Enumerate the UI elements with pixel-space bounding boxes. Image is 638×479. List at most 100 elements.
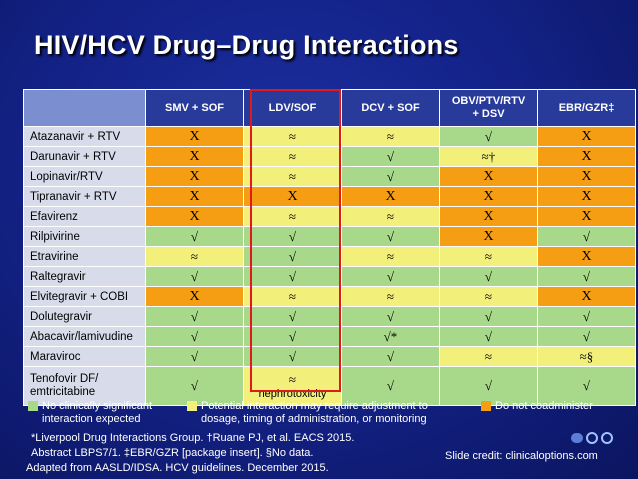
interaction-symbol: X	[581, 248, 592, 264]
footnote-line-1: *Liverpool Drug Interactions Group. †Rua…	[31, 432, 355, 444]
interaction-cell: X	[145, 186, 244, 207]
column-header: EBR/GZR‡	[537, 89, 636, 127]
interaction-symbol: X	[483, 168, 494, 184]
interaction-cell: ≈	[439, 346, 538, 367]
column-header: DCV + SOF	[341, 89, 440, 127]
interaction-cell: X	[439, 186, 538, 207]
interaction-cell: ≈	[243, 146, 342, 167]
interaction-symbol: X	[581, 188, 592, 204]
table-row: Atazanavir + RTV X ≈ ≈ √ X	[23, 126, 636, 147]
interaction-cell: ≈	[341, 286, 440, 307]
interaction-cell: √	[145, 366, 244, 406]
interaction-cell: ≈	[439, 246, 538, 267]
interaction-symbol: X	[483, 208, 494, 224]
slide-title: HIV/HCV Drug–Drug Interactions	[34, 30, 459, 60]
drug-name-cell: Elvitegravir + COBI	[23, 286, 146, 307]
interaction-symbol: ≈	[288, 168, 297, 184]
interaction-cell: X	[537, 286, 636, 307]
interaction-table: SMV + SOF LDV/SOF DCV + SOF OBV/PTV/RTV …	[23, 89, 636, 406]
interaction-symbol: √	[190, 328, 199, 344]
interaction-symbol: ≈	[484, 288, 493, 304]
interaction-symbol: √	[190, 228, 199, 244]
interaction-symbol: √	[190, 308, 199, 324]
drug-name-cell: Maraviroc	[23, 346, 146, 367]
interaction-symbol: √	[288, 328, 297, 344]
interaction-cell: √	[243, 266, 342, 287]
clinical-options-logo-icon	[571, 431, 613, 445]
interaction-cell: ≈	[341, 126, 440, 147]
interaction-cell: √*	[341, 326, 440, 347]
interaction-cell: X	[145, 146, 244, 167]
drug-name-cell: Darunavir + RTV	[23, 146, 146, 167]
interaction-symbol: X	[581, 148, 592, 164]
drug-name-cell: Etravirine	[23, 246, 146, 267]
interaction-symbol: √	[288, 268, 297, 284]
logo-pill-icon	[571, 433, 583, 443]
interaction-symbol: √	[386, 168, 395, 184]
legend-ok-label: No clinically significant interaction ex…	[42, 400, 153, 425]
interaction-symbol: X	[581, 208, 592, 224]
interaction-cell: ≈	[145, 246, 244, 267]
interaction-symbol: √	[582, 378, 591, 393]
interaction-cell: √	[341, 226, 440, 247]
legend-pot-label: Potential interaction may require adjust…	[201, 400, 428, 425]
drug-name-cell: Lopinavir/RTV	[23, 166, 146, 187]
table-row: Dolutegravir √ √ √ √ √	[23, 306, 636, 327]
interaction-symbol: ≈	[484, 348, 493, 364]
interaction-symbol: X	[385, 188, 396, 204]
interaction-cell: √	[145, 346, 244, 367]
interaction-symbol: √	[386, 148, 395, 164]
legend-swatch-pot	[187, 401, 197, 411]
interaction-cell: √	[537, 266, 636, 287]
interaction-symbol: √	[484, 128, 493, 144]
interaction-symbol: ≈	[190, 248, 199, 264]
interaction-symbol: √	[386, 268, 395, 284]
table-row: Elvitegravir + COBI X ≈ ≈ ≈ X	[23, 286, 636, 307]
table-row: Rilpivirine √ √ √ X √	[23, 226, 636, 247]
table-row: Efavirenz X ≈ ≈ X X	[23, 206, 636, 227]
interaction-symbol: X	[287, 188, 298, 204]
drug-name-cell: Dolutegravir	[23, 306, 146, 327]
legend-no-label: Do not coadminister	[495, 400, 593, 412]
table-row: Maraviroc √ √ √ ≈ ≈§	[23, 346, 636, 367]
drug-name-cell: Rilpivirine	[23, 226, 146, 247]
interaction-cell: X	[439, 226, 538, 247]
interaction-symbol: √	[288, 228, 297, 244]
table-row: Tenofovir DF/ emtricitabine √ ≈ nephrotoxic…	[23, 366, 636, 406]
interaction-cell: √	[439, 306, 538, 327]
footnote-line-2: Abstract LBPS7/1. ‡EBR/GZR [package inse…	[31, 447, 314, 459]
drug-name-cell: Efavirenz	[23, 206, 146, 227]
interaction-cell: ≈	[243, 286, 342, 307]
drug-name-cell: Raltegravir	[23, 266, 146, 287]
interaction-cell: X	[341, 186, 440, 207]
interaction-symbol: √*	[383, 328, 398, 344]
interaction-symbol: √	[288, 348, 297, 364]
interaction-cell: ≈§	[537, 346, 636, 367]
interaction-cell: √	[243, 246, 342, 267]
interaction-symbol: X	[189, 128, 200, 144]
interaction-cell: X	[537, 206, 636, 227]
drug-name-cell: Tenofovir DF/ emtricitabine	[23, 366, 146, 406]
table-row: Darunavir + RTV X ≈ √ ≈† X	[23, 146, 636, 167]
interaction-symbol: √	[582, 228, 591, 244]
interaction-cell: X	[537, 146, 636, 167]
interaction-symbol: √	[484, 378, 493, 393]
interaction-symbol: √	[288, 308, 297, 324]
legend-swatch-no	[481, 401, 491, 411]
interaction-symbol: X	[483, 228, 494, 244]
interaction-symbol: √	[190, 348, 199, 364]
interaction-cell: X	[145, 206, 244, 227]
interaction-cell: √	[537, 226, 636, 247]
interaction-cell: √	[341, 346, 440, 367]
interaction-symbol: √	[484, 268, 493, 284]
interaction-symbol: X	[581, 128, 592, 144]
interaction-symbol: X	[581, 288, 592, 304]
table-row: Lopinavir/RTV X ≈ √ X X	[23, 166, 636, 187]
interaction-cell: √	[341, 366, 440, 406]
interaction-symbol: √	[582, 268, 591, 284]
interaction-symbol: √	[484, 308, 493, 324]
interaction-cell: √	[439, 126, 538, 147]
interaction-symbol: X	[581, 168, 592, 184]
footnote-line-3: Adapted from AASLD/IDSA. HCV guidelines.…	[26, 462, 329, 474]
